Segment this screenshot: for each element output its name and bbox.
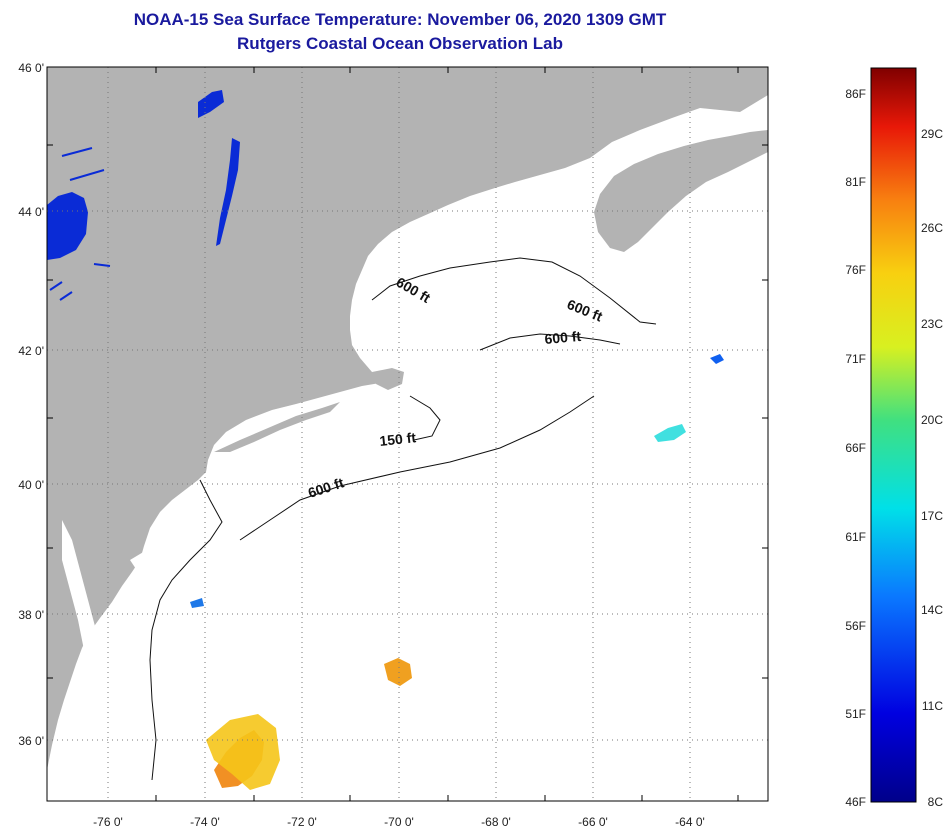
lat-label: 46 0' bbox=[18, 61, 44, 75]
colorbar-c-label: 17C bbox=[921, 509, 943, 523]
sst-patch-blue-west bbox=[190, 598, 204, 608]
colorbar-c-label: 14C bbox=[921, 603, 943, 617]
lake-ontario bbox=[47, 192, 88, 260]
land-mainland bbox=[47, 67, 768, 770]
sst-colorbar bbox=[870, 67, 917, 803]
colorbar-f-label: 56F bbox=[845, 619, 866, 633]
isobath-label: 600 ft bbox=[544, 328, 582, 347]
lon-label: -70 0' bbox=[384, 815, 414, 829]
colorbar-f-label: 81F bbox=[845, 175, 866, 189]
lat-label: 40 0' bbox=[18, 478, 44, 492]
chesapeake-bay bbox=[62, 520, 108, 740]
colorbar-f-label: 61F bbox=[845, 530, 866, 544]
land-long-island bbox=[214, 402, 340, 452]
lon-label: -76 0' bbox=[93, 815, 123, 829]
colorbar-f-label: 66F bbox=[845, 441, 866, 455]
map-frame bbox=[46, 66, 769, 802]
delaware-bay bbox=[130, 548, 160, 574]
map-subtitle: Rutgers Coastal Ocean Observation Lab bbox=[237, 34, 563, 53]
lake-streaks bbox=[49, 147, 111, 301]
map-grid bbox=[47, 67, 768, 801]
isobath-label: 150 ft bbox=[379, 429, 417, 449]
colorbar-f-label: 51F bbox=[845, 707, 866, 721]
sst-patch-warm-yellow bbox=[206, 714, 280, 790]
colorbar-f-label: 86F bbox=[845, 87, 866, 101]
colorbar-c-label: 26C bbox=[921, 221, 943, 235]
isobaths bbox=[149, 257, 657, 781]
lon-label: -74 0' bbox=[190, 815, 220, 829]
colorbar-c-label: 8C bbox=[928, 795, 944, 809]
lake-small-north bbox=[198, 90, 224, 118]
lat-label: 42 0' bbox=[18, 344, 44, 358]
lon-label: -68 0' bbox=[481, 815, 511, 829]
land-cape-cod bbox=[372, 368, 404, 390]
sst-patch-warm-mid bbox=[384, 658, 412, 686]
lat-label: 38 0' bbox=[18, 608, 44, 622]
colorbar-f-label: 71F bbox=[845, 352, 866, 366]
lat-label: 44 0' bbox=[18, 205, 44, 219]
colorbar-c-label: 11C bbox=[922, 699, 943, 713]
lon-label: -64 0' bbox=[675, 815, 705, 829]
map-title: NOAA-15 Sea Surface Temperature: Novembe… bbox=[133, 10, 667, 29]
colorbar-c-label: 20C bbox=[921, 413, 943, 427]
lat-label: 36 0' bbox=[18, 734, 44, 748]
sst-patch-cyan bbox=[654, 424, 686, 442]
colorbar-f-label: 76F bbox=[845, 263, 866, 277]
lon-label: -66 0' bbox=[578, 815, 608, 829]
map-ticks bbox=[47, 67, 768, 801]
colorbar-c-label: 29C bbox=[921, 127, 943, 141]
colorbar-c-label: 23C bbox=[921, 317, 943, 331]
lake-champlain bbox=[216, 138, 240, 246]
land-nova-scotia bbox=[594, 130, 768, 252]
sst-patch-blue-east bbox=[710, 354, 724, 364]
colorbar-f-label: 46F bbox=[845, 795, 866, 809]
lon-label: -72 0' bbox=[287, 815, 317, 829]
